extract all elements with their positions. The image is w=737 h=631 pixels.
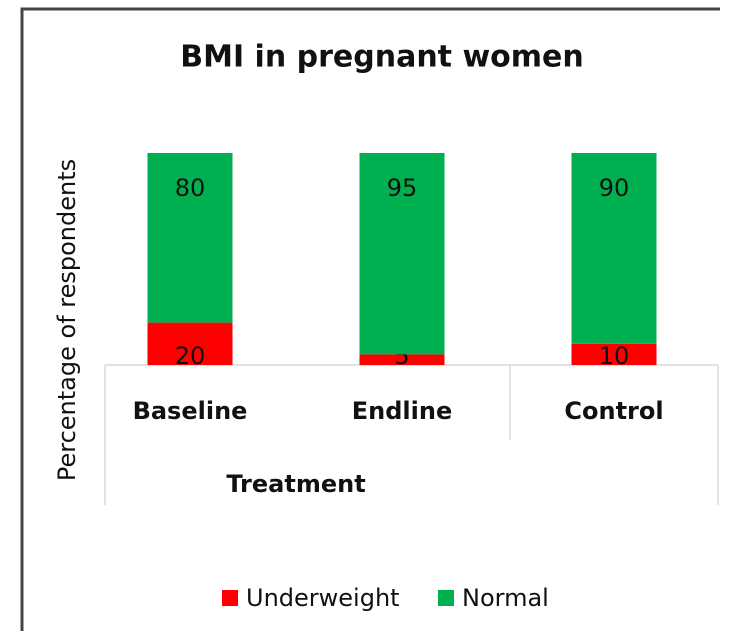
bar-segment bbox=[571, 343, 657, 365]
bar-segment bbox=[359, 153, 445, 355]
x-tick-label: Control bbox=[564, 397, 663, 425]
data-label: 90 bbox=[599, 174, 630, 202]
y-axis-label: Percentage of respondents bbox=[53, 159, 81, 481]
frame bbox=[20, 7, 720, 631]
legend-swatch bbox=[438, 590, 454, 606]
data-label: 95 bbox=[387, 174, 418, 202]
legend-label: Underweight bbox=[246, 584, 400, 612]
data-label: 10 bbox=[599, 342, 630, 370]
x-tick-label: Endline bbox=[352, 397, 452, 425]
bar-segment bbox=[571, 153, 657, 344]
legend-label: Normal bbox=[462, 584, 549, 612]
bar-segment bbox=[359, 354, 445, 365]
bar-segment bbox=[147, 153, 233, 323]
x-tick-label: Baseline bbox=[133, 397, 248, 425]
data-label: 20 bbox=[175, 342, 206, 370]
bar-segment bbox=[147, 322, 233, 365]
legend-swatch bbox=[222, 590, 238, 606]
chart-title: BMI in pregnant women bbox=[180, 40, 584, 75]
x-axis-label: Treatment bbox=[226, 470, 365, 498]
data-label: 80 bbox=[175, 174, 206, 202]
